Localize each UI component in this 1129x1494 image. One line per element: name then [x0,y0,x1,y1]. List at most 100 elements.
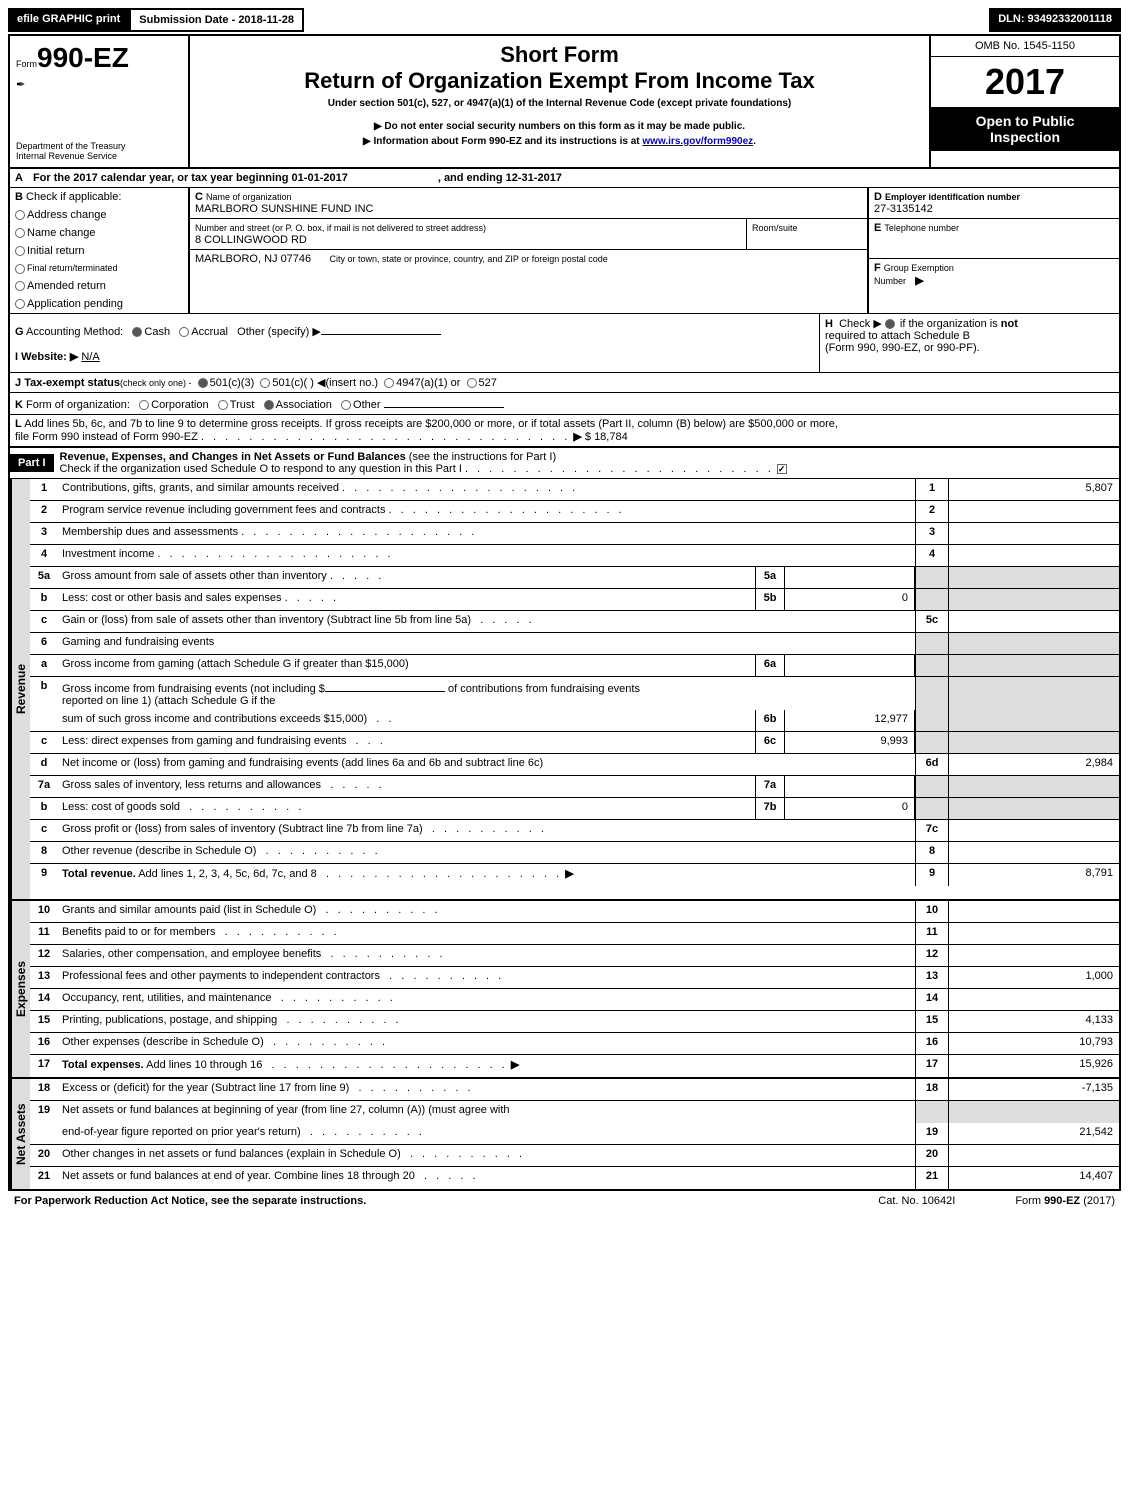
dept-line2: Internal Revenue Service [16,151,182,161]
radio-icon[interactable] [341,400,351,410]
dots: . . . . . . . . . . [310,1126,425,1138]
col-val: -7,135 [949,1079,1119,1100]
radio-icon[interactable] [139,400,149,410]
expenses-tab: Expenses [10,901,30,1077]
line-desc-text: Other changes in net assets or fund bala… [62,1148,401,1160]
footer-mid: Cat. No. 10642I [878,1195,955,1207]
warn-info-text: ▶ Information about Form 990-EZ and its … [363,136,642,147]
col-val [949,901,1119,922]
b-opt-label: Application pending [27,298,123,310]
col-val [949,923,1119,944]
j-sub: (check only one) - [120,378,192,388]
radio-icon[interactable] [885,319,895,329]
sub-val [785,655,915,676]
k-opt-2: Association [276,399,332,411]
part1-title: Revenue, Expenses, and Changes in Net As… [60,451,406,463]
radio-icon[interactable] [198,378,208,388]
radio-icon [15,228,25,238]
arrow-icon: ▶ [565,868,573,880]
line-8: 8 Other revenue (describe in Schedule O)… [30,842,1119,864]
line-5a: 5a Gross amount from sale of assets othe… [30,567,1119,589]
form-body: Form990-EZ ✒ Department of the Treasury … [8,34,1121,1191]
line-19a: 19 Net assets or fund balances at beginn… [30,1101,1119,1123]
sub-num: 6a [755,655,785,676]
k-other-fill[interactable] [384,396,504,408]
form-prefix: Form [16,59,37,69]
line-desc-text: Benefits paid to or for members [62,926,215,938]
col-val-shade [949,1101,1119,1123]
j-o1: 501(c)(3) [210,377,255,389]
b-opt-3[interactable]: Final return/terminated [10,260,188,277]
line-num: c [30,820,58,841]
line-desc: sum of such gross income and contributio… [58,710,755,731]
g-other-fill[interactable] [321,323,441,335]
line-10: 10 Grants and similar amounts paid (list… [30,901,1119,923]
c-city-block: MARLBORO, NJ 07746 City or town, state o… [190,250,867,268]
dots: . . [376,713,394,725]
h-label1: Check ▶ [839,318,882,330]
b-opt-5[interactable]: Application pending [10,295,188,313]
col-num: 18 [915,1079,949,1100]
bcdef-block: B Check if applicable: Address change Na… [10,188,1119,314]
line-20: 20 Other changes in net assets or fund b… [30,1145,1119,1167]
radio-icon[interactable] [264,400,274,410]
dots: . . . . . . . . . . . . . . . . . . . . [342,482,578,494]
k-opt-3: Other [353,399,381,411]
radio-icon[interactable] [384,378,394,388]
line-18: 18 Excess or (deficit) for the year (Sub… [30,1079,1119,1101]
col-num-shade [915,655,949,676]
line-desc: Net assets or fund balances at end of ye… [58,1167,915,1189]
d-prefix: D [874,191,882,203]
line-desc-text: Investment income [62,548,154,560]
j-o2: 501(c)( ) [272,377,314,389]
radio-icon[interactable] [260,378,270,388]
col-num-shade [915,677,949,710]
h-label3: required to attach Schedule B [825,330,970,342]
line-num: 21 [30,1167,58,1189]
irs-link[interactable]: www.irs.gov/form990ez [642,136,753,147]
footer: For Paperwork Reduction Act Notice, see … [8,1191,1121,1211]
title-short-form: Short Form [196,42,923,68]
dots: . . . . . . . . . . [225,926,340,938]
line-desc-text: end-of-year figure reported on prior yea… [62,1126,301,1138]
form-number-row: Form990-EZ [16,42,182,74]
line-15: 15 Printing, publications, postage, and … [30,1011,1119,1033]
efile-print-button[interactable]: efile GRAPHIC print [8,8,129,32]
line-num: 6 [30,633,58,654]
footer-r2: 990-EZ [1044,1195,1080,1207]
line-desc: Other revenue (describe in Schedule O) .… [58,842,915,863]
l-value: $ 18,784 [585,431,628,443]
d-block: D Employer identification number 27-3135… [869,188,1119,219]
b-opt-1[interactable]: Name change [10,224,188,242]
line-desc: Less: cost of goods sold . . . . . . . .… [58,798,755,819]
radio-icon[interactable] [179,327,189,337]
line-desc-text: Membership dues and assessments [62,526,238,538]
col-num-shade [915,589,949,610]
sub-num: 6b [755,710,785,731]
footer-r3: (2017) [1080,1195,1115,1207]
b-opt-label: Final return/terminated [27,263,118,273]
footer-right: Form 990-EZ (2017) [1015,1195,1115,1207]
radio-icon[interactable] [132,327,142,337]
netassets-section: Net Assets 18 Excess or (deficit) for th… [10,1079,1119,1189]
b-opt-0[interactable]: Address change [10,206,188,224]
part1-check-line: Check if the organization used Schedule … [60,463,462,475]
radio-icon[interactable] [218,400,228,410]
col-num-shade [915,732,949,753]
e-label: Telephone number [884,223,959,233]
expenses-rows: 10 Grants and similar amounts paid (list… [30,901,1119,1077]
col-val-shade [949,776,1119,797]
line-7c: c Gross profit or (loss) from sales of i… [30,820,1119,842]
form-page: efile GRAPHIC print Submission Date - 20… [0,0,1129,1219]
k-content: K Form of organization: Corporation Trus… [10,393,509,414]
l6b-fill[interactable] [325,680,445,692]
b-opt-2[interactable]: Initial return [10,242,188,260]
netassets-rows: 18 Excess or (deficit) for the year (Sub… [30,1079,1119,1189]
col-val: 14,407 [949,1167,1119,1189]
col-val-shade [949,798,1119,819]
expenses-section: Expenses 10 Grants and similar amounts p… [10,901,1119,1079]
b-opt-4[interactable]: Amended return [10,277,188,295]
radio-icon[interactable] [467,378,477,388]
tax-year: 2017 [931,57,1119,107]
checkbox-icon[interactable] [777,464,787,474]
